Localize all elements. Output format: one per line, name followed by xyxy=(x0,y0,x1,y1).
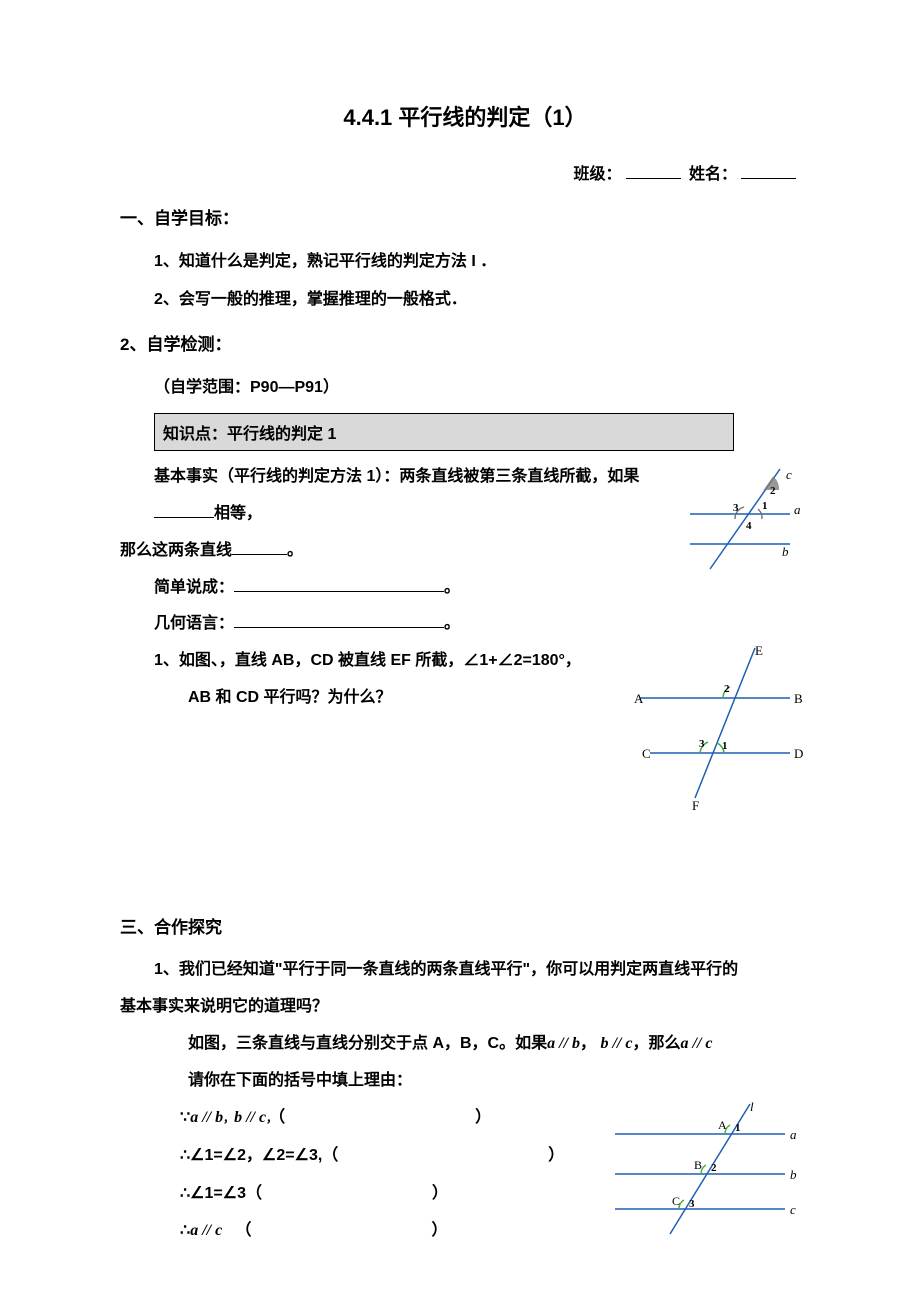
page: 4.4.1 平行线的判定（1） 班级： 姓名： 一、自学目标： 1、知道什么是判… xyxy=(0,0,920,1310)
svg-text:2: 2 xyxy=(711,1162,717,1174)
svg-text:b: b xyxy=(790,1167,797,1182)
proof-line-2: ∴∠1=∠2，∠2=∠3,（ ） xyxy=(180,1137,590,1175)
s3-given: 如图，三条直线与直线分别交于点 A，B，C。如果a // b， b // c，那… xyxy=(188,1026,810,1063)
svg-text:C: C xyxy=(672,1194,680,1208)
svg-text:c: c xyxy=(790,1202,796,1217)
svg-text:B: B xyxy=(694,1158,702,1172)
proof-row: ∵a // b，b // c，（ ） ∴∠1=∠2，∠2=∠3,（ ） ∴∠1=… xyxy=(120,1099,810,1249)
blank-1[interactable] xyxy=(154,503,214,518)
fact-line2: 那么这两条直线。 xyxy=(120,533,670,570)
q1-line2: AB 和 CD 平行吗？为什么？ xyxy=(188,680,620,717)
svg-text:F: F xyxy=(692,798,699,813)
svg-text:A: A xyxy=(718,1118,727,1132)
blank-4[interactable] xyxy=(234,613,444,628)
section1-heading: 一、自学目标： xyxy=(120,204,810,229)
figure-1: c a b 1 2 3 4 xyxy=(670,459,810,579)
s3-fill-intro: 请你在下面的括号中填上理由： xyxy=(188,1063,810,1100)
fact-row: 基本事实（平行线的判定方法 1）：两条直线被第三条直线所截，如果相等， 那么这两… xyxy=(120,459,810,643)
study-scope: （自学范围：P90—P91） xyxy=(154,369,810,407)
svg-text:4: 4 xyxy=(746,520,752,532)
knowledge-box: 知识点：平行线的判定 1 xyxy=(154,413,734,451)
blank-3[interactable] xyxy=(234,576,444,591)
name-blank[interactable] xyxy=(741,178,796,179)
svg-text:l: l xyxy=(750,1099,754,1114)
document-title: 4.4.1 平行线的判定（1） xyxy=(120,100,810,132)
fact-line1: 基本事实（平行线的判定方法 1）：两条直线被第三条直线所截，如果相等， xyxy=(154,459,670,533)
svg-text:B: B xyxy=(794,691,803,706)
svg-text:3: 3 xyxy=(689,1198,695,1210)
proof-line-3: ∴∠1=∠3（ ） xyxy=(180,1175,590,1213)
name-label: 姓名： xyxy=(689,166,737,183)
svg-text:1: 1 xyxy=(762,500,768,512)
student-meta: 班级： 姓名： xyxy=(120,160,810,184)
figure-2: A B C D E F 2 1 3 xyxy=(620,643,810,813)
geo-lang: 几何语言：。 xyxy=(154,606,670,643)
svg-text:E: E xyxy=(755,643,763,658)
objective-2: 2、会写一般的推理，掌握推理的一般格式． xyxy=(154,281,810,319)
svg-text:b: b xyxy=(782,544,789,559)
blank-2[interactable] xyxy=(232,539,287,554)
section3-heading: 三、合作探究 xyxy=(120,913,810,938)
proof-line-1: ∵a // b，b // c，（ ） xyxy=(180,1099,590,1137)
svg-text:1: 1 xyxy=(735,1122,741,1134)
s3-intro-b: 基本事实来说明它的道理吗？ xyxy=(120,989,810,1026)
svg-text:c: c xyxy=(786,467,792,482)
simple-say: 简单说成：。 xyxy=(154,570,670,607)
svg-text:A: A xyxy=(634,691,644,706)
svg-text:C: C xyxy=(642,746,651,761)
svg-text:1: 1 xyxy=(722,740,728,752)
question1-row: 1、如图、，直线 AB，CD 被直线 EF 所截，∠1+∠2=180°， AB … xyxy=(120,643,810,813)
figure-3: A B C a b c l 1 2 3 xyxy=(590,1099,810,1239)
svg-text:2: 2 xyxy=(724,683,730,695)
objective-1: 1、知道什么是判定，熟记平行线的判定方法 I ． xyxy=(154,243,810,281)
svg-text:D: D xyxy=(794,746,803,761)
svg-text:2: 2 xyxy=(770,485,776,497)
svg-text:3: 3 xyxy=(733,502,739,514)
proof-line-4: ∴a // c （ ） xyxy=(180,1212,590,1250)
svg-text:a: a xyxy=(794,502,801,517)
svg-text:3: 3 xyxy=(699,738,705,750)
class-blank[interactable] xyxy=(626,178,681,179)
q1-line1: 1、如图、，直线 AB，CD 被直线 EF 所截，∠1+∠2=180°， xyxy=(154,643,620,680)
svg-text:a: a xyxy=(790,1127,797,1142)
class-label: 班级： xyxy=(574,166,622,183)
s3-intro-a: 1、我们已经知道"平行于同一条直线的两条直线平行"，你可以用判定两直线平行的 xyxy=(154,952,810,989)
section2-heading: 2、自学检测： xyxy=(120,330,810,355)
